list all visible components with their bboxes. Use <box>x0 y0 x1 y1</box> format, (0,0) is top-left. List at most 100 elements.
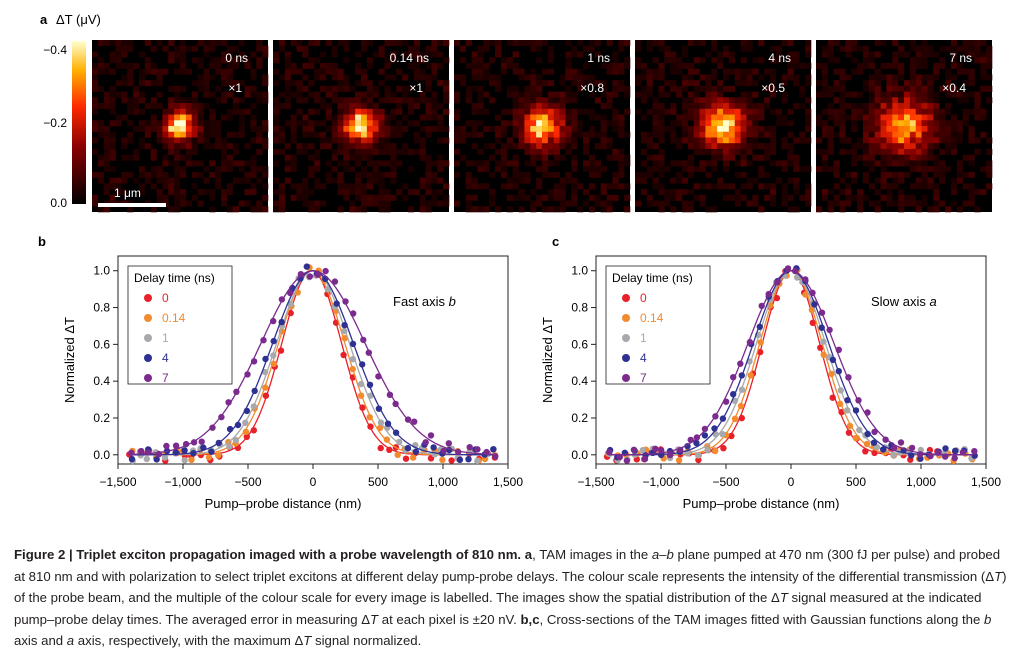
tam-pixel <box>518 97 525 104</box>
tam-pixel <box>121 114 128 121</box>
tam-pixel <box>174 114 181 121</box>
tam-pixel <box>857 91 864 98</box>
tam-pixel <box>343 154 350 161</box>
tam-pixel <box>512 183 519 190</box>
tam-pixel <box>103 183 110 190</box>
tam-pixel <box>425 74 432 81</box>
tam-pixel <box>92 137 99 144</box>
tam-pixel <box>296 91 303 98</box>
tam-pixel <box>816 206 823 213</box>
tam-pixel <box>821 85 829 92</box>
data-point <box>386 391 394 398</box>
tam-pixel <box>536 166 543 173</box>
tam-pixel <box>483 183 490 190</box>
tam-pixel <box>536 120 543 127</box>
tam-pixel <box>699 160 706 167</box>
tam-pixel <box>256 200 263 207</box>
tam-pixel <box>571 68 578 75</box>
tam-pixel <box>927 97 934 104</box>
tam-pixel <box>693 131 700 138</box>
tam-pixel <box>968 160 975 167</box>
tam-pixel <box>868 103 875 110</box>
data-point <box>341 327 348 335</box>
tam-pixel <box>839 177 846 184</box>
data-point <box>349 365 356 373</box>
tam-pixel <box>734 148 741 155</box>
tam-pixel <box>705 85 712 92</box>
tam-pixel <box>372 108 379 115</box>
tam-pixel <box>839 103 846 110</box>
tam-pixel <box>92 97 99 104</box>
tam-pixel <box>361 200 368 207</box>
tam-pixel <box>862 45 870 52</box>
tam-image-time-label: 0 ns <box>225 51 248 65</box>
tam-pixel <box>553 114 560 121</box>
tam-pixel <box>687 171 694 178</box>
tam-pixel <box>402 126 409 133</box>
tam-pixel <box>174 148 181 155</box>
tam-pixel <box>103 154 110 161</box>
data-point <box>687 436 694 444</box>
tam-pixel <box>821 51 829 58</box>
tam-pixel <box>968 154 975 161</box>
tam-pixel <box>524 177 531 184</box>
tam-pixel <box>939 177 946 184</box>
tam-pixel <box>728 103 736 110</box>
tam-pixel <box>232 62 239 69</box>
tam-pixel <box>892 120 899 127</box>
tam-pixel <box>874 137 881 144</box>
tam-pixel <box>144 177 151 184</box>
data-point <box>852 434 860 442</box>
tam-pixel <box>547 189 555 196</box>
y-tick-label: 0.6 <box>571 337 588 351</box>
tam-pixel <box>244 62 251 69</box>
tam-pixel <box>746 143 753 150</box>
tam-pixel <box>670 103 677 110</box>
tam-pixel <box>226 68 234 75</box>
tam-pixel <box>862 177 870 184</box>
tam-pixel <box>805 189 812 196</box>
tam-pixel <box>203 126 210 133</box>
tam-pixel <box>232 206 239 213</box>
tam-pixel <box>752 126 759 133</box>
data-point <box>242 419 249 426</box>
tam-pixel <box>109 154 116 161</box>
tam-pixel <box>793 160 800 167</box>
tam-pixel <box>361 183 368 190</box>
tam-pixel <box>892 57 899 64</box>
data-point <box>952 447 959 454</box>
tam-pixel <box>775 45 782 52</box>
tam-pixel <box>302 183 309 190</box>
tam-pixel <box>477 148 484 155</box>
tam-pixel <box>314 160 321 167</box>
tam-pixel <box>343 40 350 47</box>
tam-pixel <box>821 166 829 173</box>
data-point <box>392 400 399 408</box>
data-point <box>809 319 816 326</box>
tam-pixel <box>343 166 350 173</box>
tam-pixel <box>787 148 794 155</box>
tam-pixel <box>465 194 472 201</box>
tam-pixel <box>635 45 642 52</box>
tam-pixel <box>191 45 198 52</box>
tam-pixel <box>915 177 922 184</box>
tam-pixel <box>939 137 946 144</box>
tam-pixel <box>705 97 712 104</box>
tam-pixel <box>723 137 730 144</box>
tam-pixel <box>676 85 683 92</box>
tam-pixel <box>717 148 724 155</box>
chart-fast-axis-b: b−1,500 −1,000 −500 0 500 1,000 1,5000.00.20.4… <box>38 234 523 511</box>
tam-pixel <box>162 194 169 201</box>
tam-pixel <box>215 57 222 64</box>
tam-pixel <box>337 68 344 75</box>
tam-pixel <box>156 171 163 178</box>
tam-pixel <box>571 120 578 127</box>
tam-pixel <box>215 97 222 104</box>
tam-pixel <box>174 51 181 58</box>
tam-pixel <box>459 80 467 87</box>
tam-pixel <box>933 166 940 173</box>
tam-pixel <box>244 108 251 115</box>
tam-pixel <box>536 45 543 52</box>
tam-pixel <box>92 108 99 115</box>
tam-pixel <box>845 51 852 58</box>
